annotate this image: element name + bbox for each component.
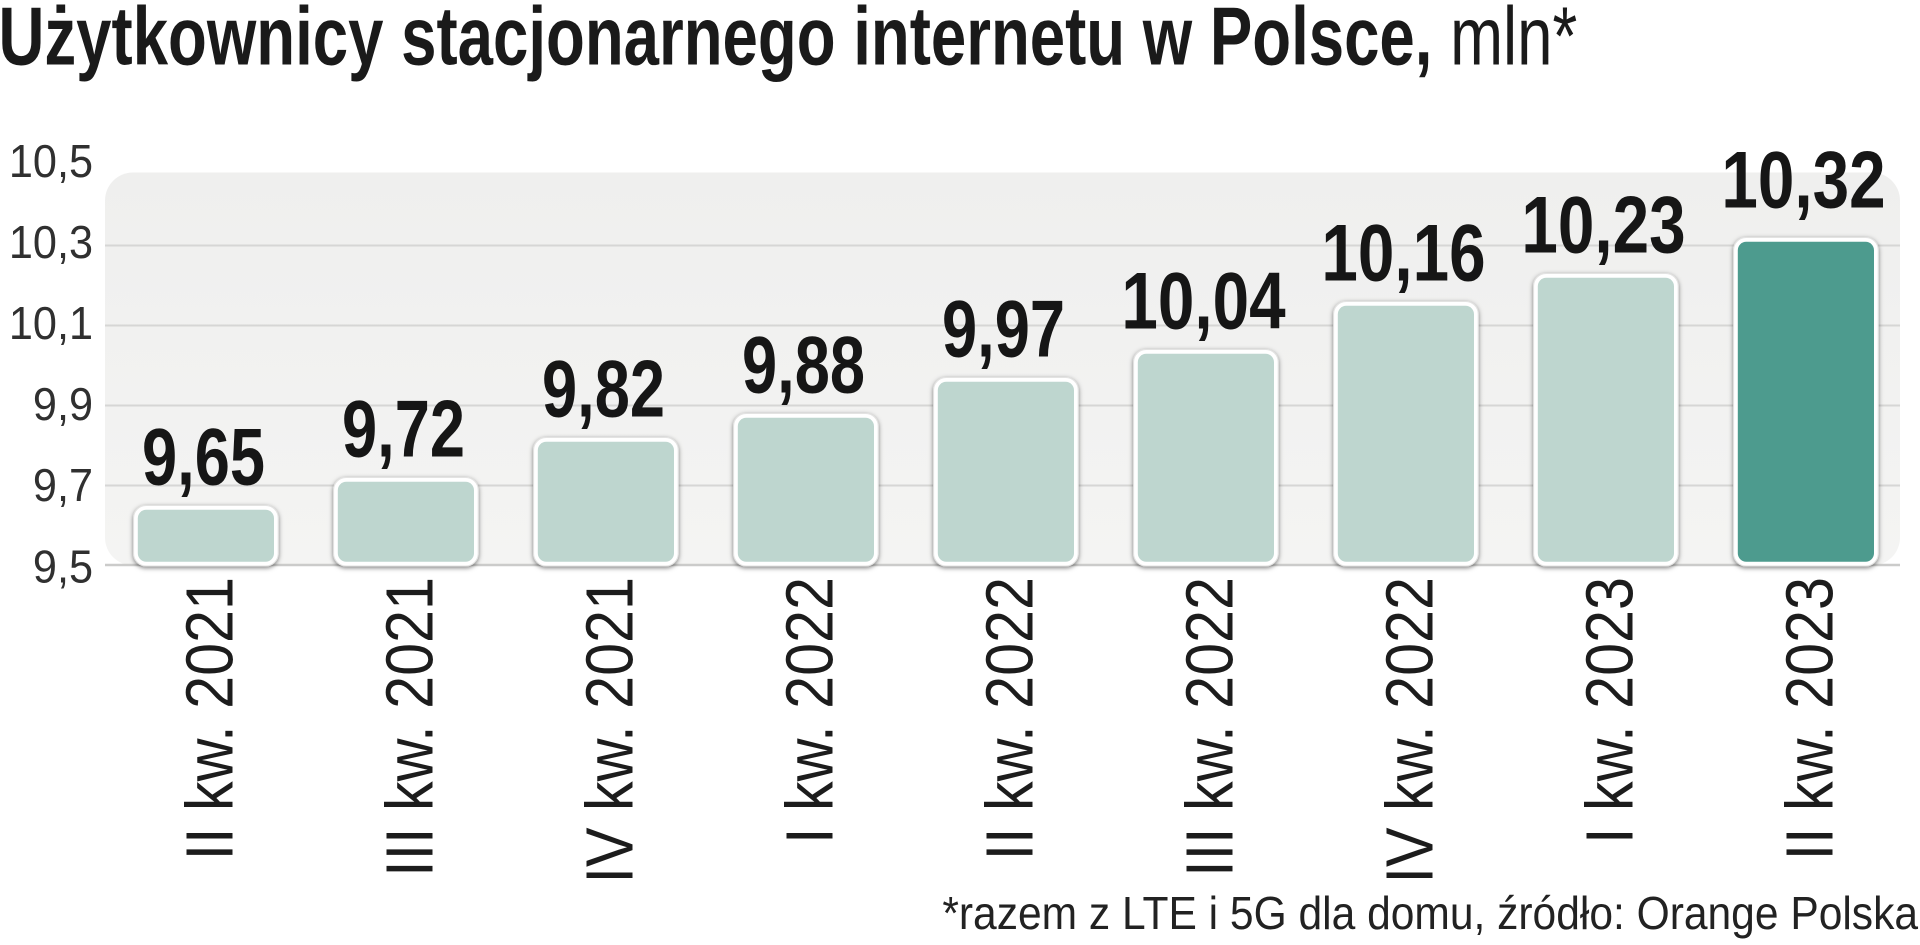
svg-text:10,23: 10,23	[1521, 179, 1685, 270]
svg-text:II kw. 2021: II kw. 2021	[173, 577, 247, 860]
svg-text:10,5: 10,5	[9, 137, 93, 187]
svg-text:*razem z LTE i 5G dla domu, źr: *razem z LTE i 5G dla domu, źródło: Oran…	[942, 889, 1918, 940]
svg-text:III kw. 2021: III kw. 2021	[373, 577, 447, 877]
svg-text:IV kw. 2022: IV kw. 2022	[1373, 577, 1447, 883]
svg-text:II kw. 2022: II kw. 2022	[973, 577, 1047, 860]
svg-text:Użytkownicy stacjonarnego inte: Użytkownicy stacjonarnego internetu w Po…	[0, 0, 1577, 82]
svg-text:9,72: 9,72	[342, 384, 465, 474]
svg-text:9,65: 9,65	[142, 412, 265, 502]
svg-text:III kw. 2022: III kw. 2022	[1173, 577, 1247, 877]
svg-text:10,16: 10,16	[1321, 207, 1485, 298]
svg-text:9,5: 9,5	[33, 542, 93, 592]
svg-text:II kw. 2023: II kw. 2023	[1773, 577, 1847, 860]
svg-text:10,32: 10,32	[1721, 134, 1885, 225]
svg-text:I kw. 2023: I kw. 2023	[1573, 577, 1647, 844]
svg-text:9,7: 9,7	[33, 461, 93, 511]
svg-text:10,1: 10,1	[9, 299, 93, 349]
svg-text:9,88: 9,88	[742, 320, 865, 410]
svg-text:9,97: 9,97	[942, 284, 1065, 374]
svg-text:IV kw. 2021: IV kw. 2021	[573, 577, 647, 883]
svg-text:I kw. 2022: I kw. 2022	[773, 577, 847, 844]
svg-text:10,04: 10,04	[1121, 255, 1285, 346]
svg-text:9,9: 9,9	[33, 380, 93, 430]
svg-text:10,3: 10,3	[9, 218, 93, 268]
svg-text:9,82: 9,82	[542, 344, 665, 434]
